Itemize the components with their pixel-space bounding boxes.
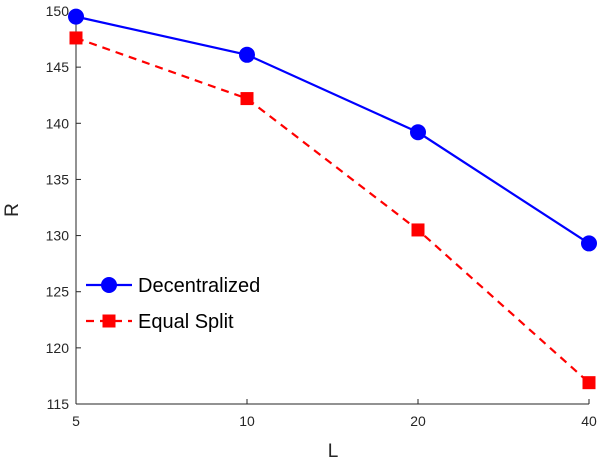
y-tick-label: 120 xyxy=(46,340,70,356)
series-0-point xyxy=(410,124,426,141)
x-axis-label: L xyxy=(328,441,339,462)
series-1-point xyxy=(582,376,596,390)
y-tick-label: 125 xyxy=(46,284,70,300)
y-tick-label: 115 xyxy=(47,396,70,412)
series-line-1 xyxy=(75,36,590,384)
y-tick-label: 145 xyxy=(46,59,70,75)
series-1-point xyxy=(69,31,83,45)
y-tick-label: 140 xyxy=(46,115,70,131)
y-axis-label: R xyxy=(2,203,23,217)
legend-marker-0 xyxy=(101,277,117,293)
series-1-point xyxy=(411,223,425,237)
legend-label-0: Decentralized xyxy=(138,275,260,297)
x-tick-label: 5 xyxy=(72,413,80,429)
x-tick-label: 20 xyxy=(410,413,426,429)
series-0-point xyxy=(581,235,597,252)
series-line-0 xyxy=(75,15,590,245)
legend: Decentralized Equal Split xyxy=(86,275,260,333)
y-tick-label: 130 xyxy=(46,228,70,244)
x-tick-label: 40 xyxy=(581,413,597,429)
y-tick-label: 135 xyxy=(46,171,70,187)
y-tick-label: 150 xyxy=(46,3,70,19)
legend-label-1: Equal Split xyxy=(138,311,234,333)
series-layer xyxy=(68,8,597,390)
x-tick-label: 10 xyxy=(239,413,255,429)
series-0-point xyxy=(239,46,255,63)
legend-marker-1 xyxy=(102,314,116,328)
series-0-point xyxy=(68,8,84,25)
series-1-point xyxy=(240,92,254,106)
axes: 115 120 125 130 135 140 145 150 5 10 20 40 xyxy=(46,3,597,429)
